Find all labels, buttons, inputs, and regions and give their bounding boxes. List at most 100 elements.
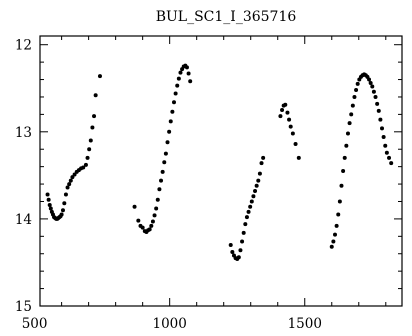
data-point bbox=[350, 103, 355, 108]
data-point bbox=[347, 121, 352, 126]
data-point bbox=[280, 108, 285, 113]
data-point bbox=[380, 126, 385, 131]
data-point bbox=[147, 227, 152, 232]
data-point bbox=[244, 215, 249, 220]
data-point bbox=[184, 65, 189, 70]
data-point bbox=[355, 81, 360, 86]
data-point bbox=[165, 140, 170, 145]
data-point bbox=[154, 206, 159, 211]
data-point bbox=[48, 206, 53, 211]
data-point bbox=[371, 89, 376, 94]
data-point bbox=[334, 223, 339, 228]
data-point bbox=[254, 183, 259, 188]
data-point bbox=[249, 199, 254, 204]
data-point bbox=[67, 182, 72, 187]
data-point bbox=[83, 162, 88, 167]
y-tick-label: 14 bbox=[15, 212, 32, 228]
data-point bbox=[354, 88, 359, 92]
data-point bbox=[337, 199, 342, 204]
data-point bbox=[65, 185, 70, 190]
axis-tick-labels: 500 1000 1500 12 13 14 15 bbox=[15, 38, 322, 332]
data-point bbox=[241, 230, 246, 235]
data-point bbox=[59, 212, 64, 217]
data-point bbox=[157, 187, 162, 192]
x-tick-label: 1500 bbox=[288, 316, 322, 332]
data-point bbox=[296, 155, 301, 160]
data-point bbox=[376, 108, 381, 113]
data-point bbox=[368, 81, 373, 86]
data-point bbox=[97, 74, 102, 79]
data-point bbox=[152, 213, 157, 218]
data-point bbox=[93, 93, 98, 98]
data-point bbox=[167, 129, 172, 134]
data-point bbox=[387, 155, 392, 160]
data-point bbox=[230, 250, 235, 254]
y-tick-label: 13 bbox=[15, 125, 32, 141]
data-point bbox=[370, 84, 375, 89]
data-point bbox=[88, 138, 93, 143]
x-tick-label: 500 bbox=[22, 316, 48, 332]
data-point bbox=[333, 232, 338, 237]
axis-ticks bbox=[40, 36, 402, 307]
data-point bbox=[251, 194, 256, 199]
data-point bbox=[378, 117, 383, 122]
data-point bbox=[87, 147, 92, 152]
data-point bbox=[186, 71, 191, 76]
data-point bbox=[136, 218, 141, 223]
data-point bbox=[345, 131, 350, 136]
data-point bbox=[373, 94, 378, 99]
data-point bbox=[243, 222, 248, 227]
data-point bbox=[68, 178, 73, 183]
plot-frame bbox=[39, 35, 403, 307]
data-point bbox=[329, 244, 334, 249]
data-point bbox=[240, 239, 245, 244]
data-point bbox=[163, 151, 168, 156]
data-point bbox=[352, 94, 357, 99]
data-point bbox=[285, 110, 290, 115]
data-point bbox=[159, 178, 164, 183]
data-point bbox=[46, 197, 51, 202]
data-point bbox=[287, 117, 292, 122]
data-point bbox=[283, 102, 288, 107]
data-point bbox=[176, 76, 181, 81]
chart-title: BUL_SC1_I_365716 bbox=[156, 9, 297, 25]
data-point bbox=[290, 131, 295, 136]
data-point bbox=[288, 124, 293, 129]
data-point bbox=[389, 161, 394, 166]
data-point bbox=[236, 255, 241, 260]
data-point bbox=[140, 225, 145, 230]
data-point bbox=[339, 183, 344, 188]
data-point bbox=[259, 161, 264, 166]
data-point bbox=[160, 169, 165, 174]
data-point bbox=[253, 189, 258, 194]
data-point bbox=[173, 91, 178, 96]
data-point bbox=[132, 204, 137, 209]
data-point bbox=[90, 125, 95, 130]
y-tick-label: 15 bbox=[15, 299, 32, 315]
data-point bbox=[63, 192, 68, 197]
data-point bbox=[62, 201, 67, 206]
data-point bbox=[175, 83, 180, 88]
data-point bbox=[81, 165, 86, 170]
data-point bbox=[47, 202, 52, 207]
y-tick-label: 12 bbox=[15, 38, 32, 54]
data-point bbox=[178, 70, 183, 75]
data-point bbox=[375, 101, 380, 106]
data-point bbox=[162, 160, 167, 165]
data-point bbox=[256, 178, 261, 183]
data-point bbox=[341, 169, 346, 173]
data-point bbox=[278, 114, 283, 119]
data-point bbox=[228, 243, 233, 248]
data-point bbox=[238, 248, 243, 253]
data-point bbox=[381, 135, 386, 140]
data-point bbox=[293, 142, 298, 146]
data-point bbox=[45, 192, 50, 197]
data-point bbox=[344, 143, 349, 148]
data-point bbox=[248, 204, 253, 209]
x-tick-label: 1000 bbox=[152, 316, 186, 332]
data-point bbox=[168, 119, 173, 124]
data-point bbox=[331, 239, 336, 244]
data-point bbox=[150, 219, 155, 224]
data-point bbox=[349, 112, 354, 117]
